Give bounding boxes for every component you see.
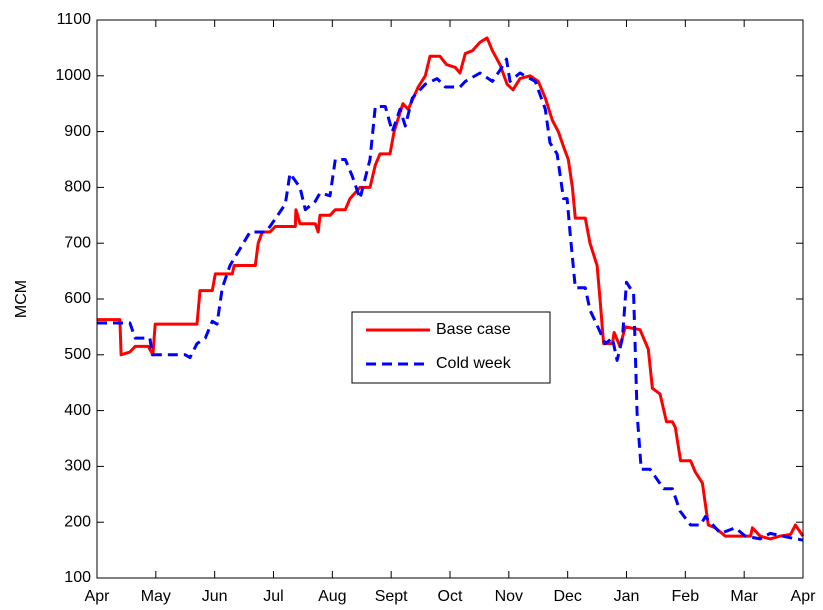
x-tick-label: Jul bbox=[263, 588, 283, 605]
legend: Base case Cold week bbox=[351, 311, 551, 384]
plot-area bbox=[97, 20, 803, 578]
x-tick-label: Apr bbox=[85, 588, 111, 605]
y-tick-label: 500 bbox=[64, 346, 91, 363]
x-tick-label: Aug bbox=[318, 588, 346, 605]
axes-box bbox=[96, 19, 804, 579]
x-tick-label: Oct bbox=[438, 588, 463, 605]
series-line bbox=[97, 57, 804, 542]
x-tick-label: Apr bbox=[791, 588, 817, 605]
y-tick-label: 100 bbox=[64, 569, 91, 586]
y-tick-label: 300 bbox=[64, 458, 91, 475]
y-tick-label: 800 bbox=[64, 179, 91, 196]
y-tick-label: 400 bbox=[64, 402, 91, 419]
series-line bbox=[97, 36, 805, 541]
x-tick-label: May bbox=[141, 588, 171, 605]
x-tick-label: Jun bbox=[202, 588, 228, 605]
y-tick-label: 600 bbox=[64, 290, 91, 307]
y-tick-label: 900 bbox=[64, 123, 91, 140]
y-tick-label: 200 bbox=[64, 513, 91, 530]
x-tick-label: Nov bbox=[495, 588, 523, 605]
y-axis-label: MCM bbox=[13, 280, 30, 318]
legend-box bbox=[351, 311, 551, 384]
y-tick-label: 1100 bbox=[57, 11, 92, 28]
x-tick-label: Jan bbox=[614, 588, 640, 605]
x-tick-label: Mar bbox=[730, 588, 758, 605]
legend-label: Cold week bbox=[436, 355, 512, 372]
y-tick-label: 700 bbox=[64, 234, 91, 251]
x-tick-label: Sept bbox=[375, 588, 408, 605]
x-tick-label: Feb bbox=[672, 588, 700, 605]
x-tick-label: Dec bbox=[553, 588, 581, 605]
legend-label: Base case bbox=[436, 321, 511, 338]
y-tick-label: 1000 bbox=[55, 67, 91, 84]
